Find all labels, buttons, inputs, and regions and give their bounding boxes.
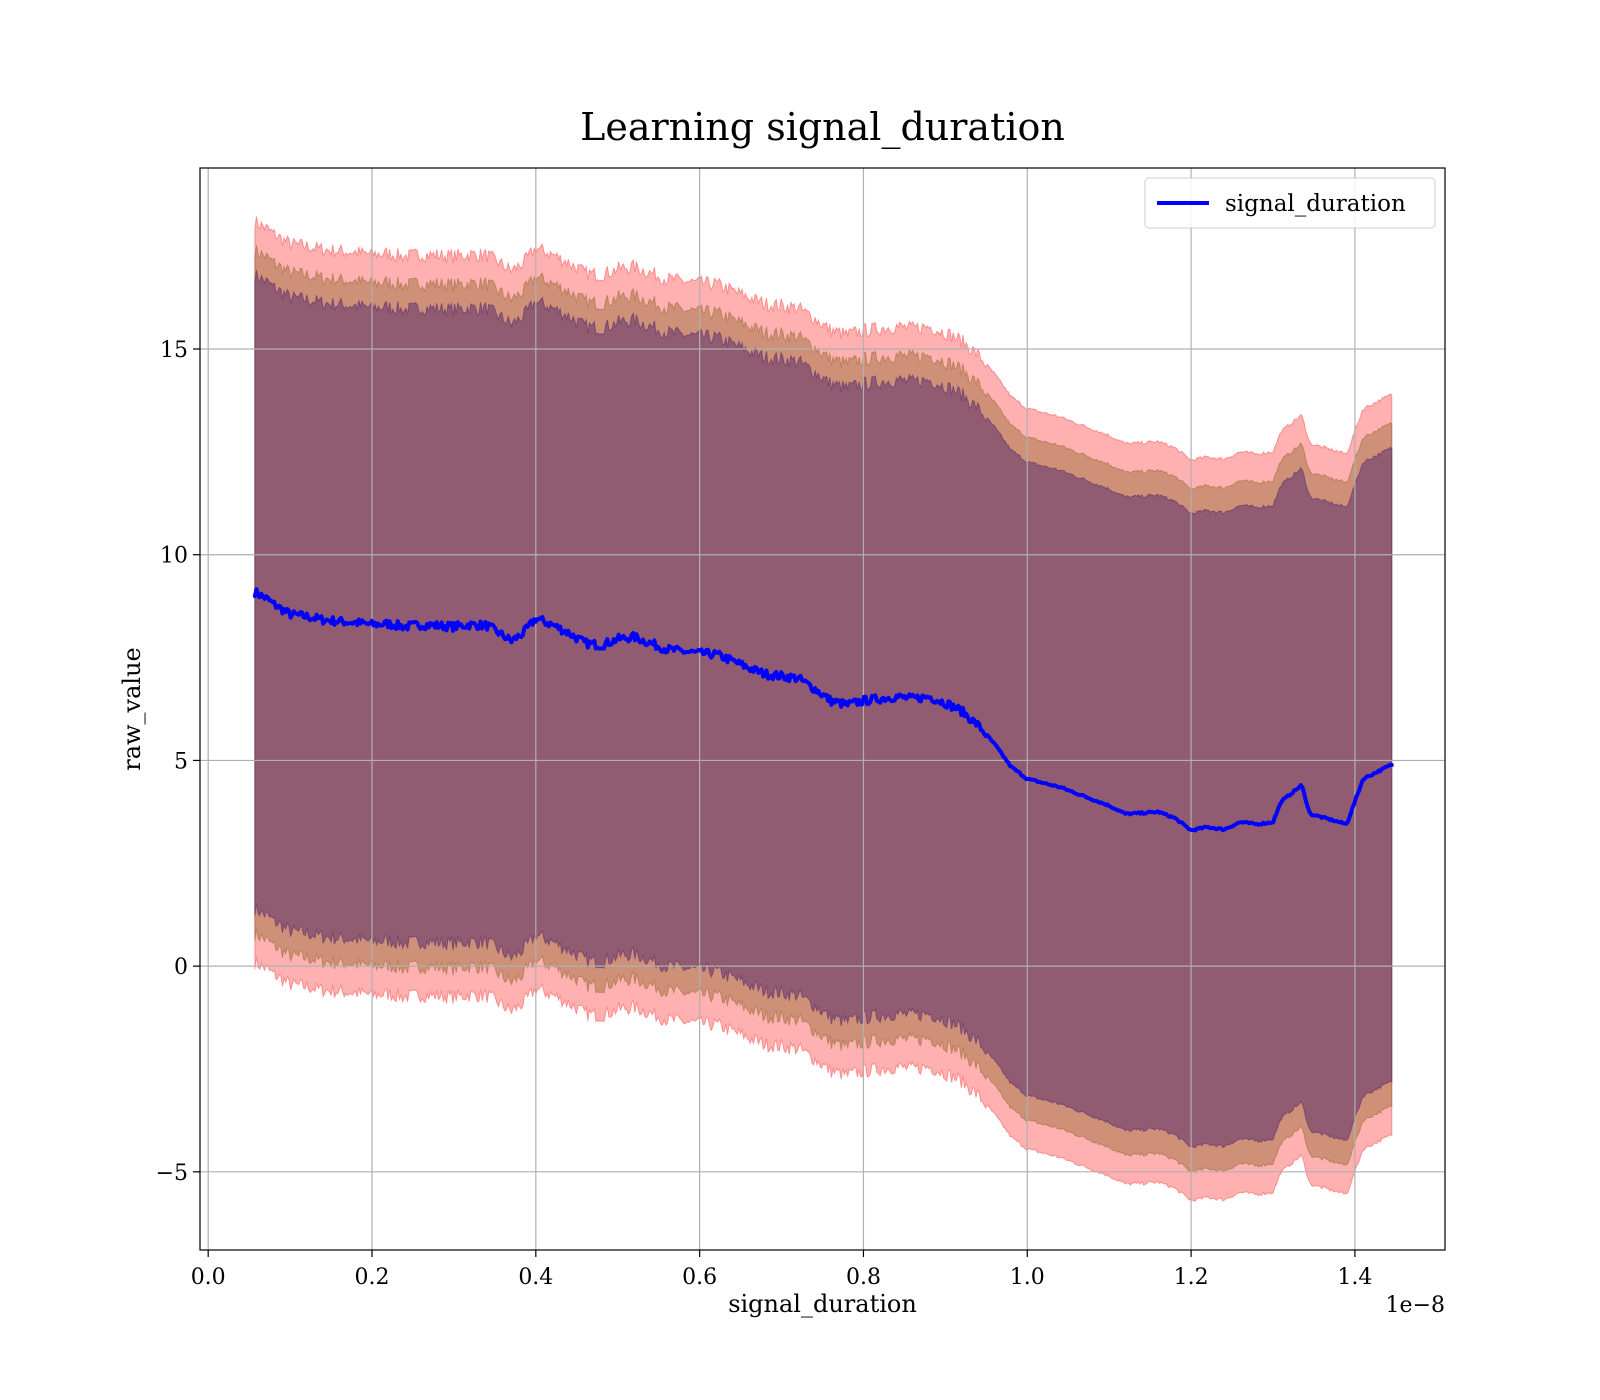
line-layer bbox=[252, 587, 1394, 833]
legend-box bbox=[1144, 177, 1436, 229]
x-tick-label: 0.4 bbox=[518, 1265, 553, 1290]
y-tick-label: −5 bbox=[156, 1161, 188, 1186]
y-tick-label: 0 bbox=[174, 955, 188, 980]
grid-layer bbox=[200, 168, 1445, 1250]
y-axis-label: raw_value bbox=[118, 647, 146, 771]
x-tick-label: 1.4 bbox=[1337, 1265, 1372, 1290]
y-tick-label: 10 bbox=[160, 544, 188, 569]
x-tick-label: 1.0 bbox=[1010, 1265, 1045, 1290]
x-axis-offset-label: 1e−8 bbox=[1386, 1293, 1445, 1318]
ticks-layer: 0.0 0.2 0.4 0.6 0.8 1.0 1.2 1.4 −5 0 5 10 15 bbox=[156, 338, 1373, 1290]
y-tick-label: 5 bbox=[174, 749, 188, 774]
x-tick-label: 0.2 bbox=[355, 1265, 390, 1290]
x-tick-label: 1.2 bbox=[1174, 1265, 1209, 1290]
x-tick-label: 0.0 bbox=[191, 1265, 226, 1290]
series-line-signal-duration bbox=[252, 587, 1394, 833]
x-tick-label: 0.8 bbox=[846, 1265, 881, 1290]
chart-title: Learning signal_duration bbox=[580, 105, 1065, 150]
bands-layer bbox=[254, 216, 1393, 1203]
legend-label-signal-duration: signal_duration bbox=[1225, 191, 1406, 217]
x-axis-label: signal_duration bbox=[728, 1290, 917, 1318]
legend: signal_duration bbox=[1144, 177, 1436, 229]
plot-frame bbox=[199, 167, 1446, 1251]
band-inner bbox=[254, 269, 1393, 1149]
x-tick-label: 0.6 bbox=[682, 1265, 717, 1290]
y-tick-label: 15 bbox=[160, 338, 188, 363]
